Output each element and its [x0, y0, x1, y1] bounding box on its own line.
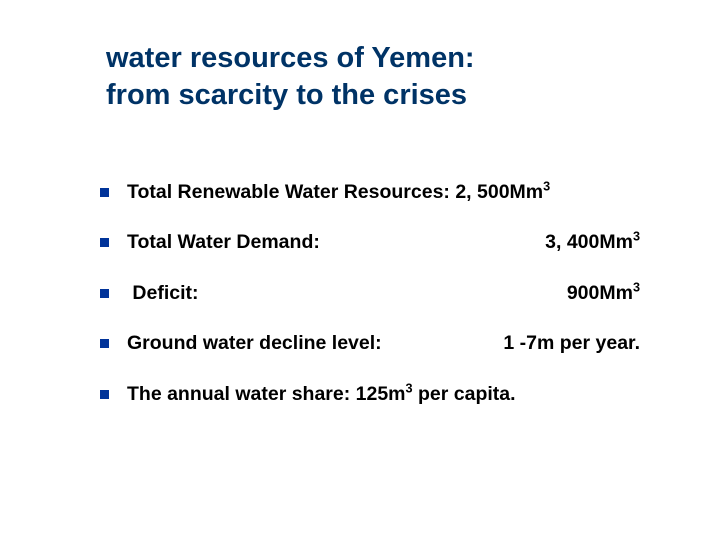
- item-value: 1 -7m per year.: [503, 331, 640, 355]
- item-value: 900Mm3: [567, 281, 640, 305]
- item-value: 3, 400Mm3: [545, 230, 640, 254]
- list-content: Total Water Demand: 3, 400Mm3: [127, 230, 640, 254]
- bullet-list: Total Renewable Water Resources: 2, 500M…: [100, 180, 640, 432]
- title-line-1: water resources of Yemen:: [106, 42, 475, 74]
- slide-title: water resources of Yemen: from scarcity …: [106, 40, 626, 114]
- list-content: Deficit: 900Mm3: [127, 281, 640, 305]
- list-item: The annual water share: 125m3 per capita…: [100, 382, 640, 406]
- list-content: Total Renewable Water Resources: 2, 500M…: [127, 180, 640, 204]
- slide: water resources of Yemen: from scarcity …: [0, 0, 720, 540]
- square-bullet-icon: [100, 188, 109, 197]
- item-label: Total Water Demand:: [127, 230, 320, 254]
- square-bullet-icon: [100, 238, 109, 247]
- square-bullet-icon: [100, 390, 109, 399]
- title-line-2: from scarcity to the crises: [106, 79, 467, 111]
- square-bullet-icon: [100, 289, 109, 298]
- item-label: Deficit:: [127, 281, 199, 305]
- item-label: Ground water decline level:: [127, 331, 382, 355]
- item-label: The annual water share: 125m3 per capita…: [127, 382, 516, 406]
- list-content: Ground water decline level: 1 -7m per ye…: [127, 331, 640, 355]
- list-content: The annual water share: 125m3 per capita…: [127, 382, 640, 406]
- list-item: Deficit: 900Mm3: [100, 281, 640, 305]
- square-bullet-icon: [100, 339, 109, 348]
- list-item: Ground water decline level: 1 -7m per ye…: [100, 331, 640, 355]
- list-item: Total Renewable Water Resources: 2, 500M…: [100, 180, 640, 204]
- list-item: Total Water Demand: 3, 400Mm3: [100, 230, 640, 254]
- item-label: Total Renewable Water Resources: 2, 500M…: [127, 180, 550, 204]
